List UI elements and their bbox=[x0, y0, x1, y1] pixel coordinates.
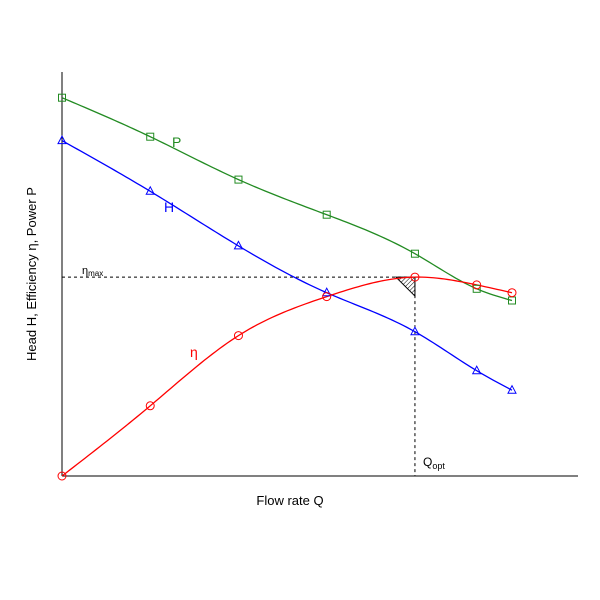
head-point bbox=[321, 287, 332, 297]
power-point bbox=[508, 296, 516, 305]
head-point bbox=[507, 384, 517, 394]
efficiency-point bbox=[145, 401, 155, 411]
head-point bbox=[471, 365, 482, 375]
efficiency-point bbox=[57, 471, 67, 481]
head-point bbox=[145, 185, 156, 195]
efficiency-point bbox=[410, 272, 420, 282]
efficiency-curve bbox=[61, 276, 513, 477]
efficiency-point bbox=[322, 292, 332, 302]
markers bbox=[57, 93, 517, 481]
head-curve bbox=[61, 140, 513, 391]
power-point bbox=[58, 93, 66, 102]
head-point bbox=[57, 135, 67, 145]
curves bbox=[61, 97, 513, 477]
efficiency-series-label: η bbox=[190, 344, 198, 360]
axes bbox=[61, 72, 578, 477]
efficiency-point bbox=[472, 280, 482, 290]
y-axis-label: Head H, Efficiency η, Power P bbox=[24, 187, 39, 361]
power-point bbox=[146, 132, 155, 141]
x-axis-label: Flow rate Q bbox=[256, 493, 323, 508]
head-point bbox=[233, 240, 244, 250]
q-opt-label: Qopt bbox=[423, 455, 445, 471]
power-point bbox=[322, 210, 331, 219]
head-point bbox=[410, 326, 420, 336]
efficiency-point bbox=[233, 331, 243, 341]
power-point bbox=[472, 284, 481, 293]
head-series-label: H bbox=[164, 199, 174, 215]
efficiency-point bbox=[507, 288, 517, 298]
power-point bbox=[234, 175, 243, 184]
power-point bbox=[410, 249, 419, 258]
power-series-label: P bbox=[172, 134, 181, 150]
power-curve bbox=[61, 97, 513, 302]
eta-max-label: ηmax bbox=[82, 265, 103, 278]
labels: Flow rate Q Head H, Efficiency η, Power P… bbox=[24, 134, 445, 508]
